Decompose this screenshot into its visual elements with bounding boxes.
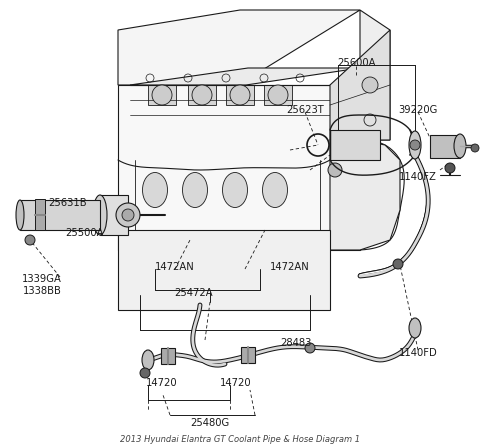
Text: 1339GA: 1339GA: [22, 274, 62, 284]
Bar: [161, 348, 175, 364]
Polygon shape: [100, 195, 128, 235]
Text: 1140FD: 1140FD: [398, 348, 437, 358]
Polygon shape: [330, 30, 390, 140]
Circle shape: [230, 85, 250, 105]
Circle shape: [140, 368, 150, 378]
Polygon shape: [226, 85, 254, 105]
Ellipse shape: [182, 173, 207, 207]
Polygon shape: [118, 85, 360, 250]
Ellipse shape: [93, 195, 107, 235]
Polygon shape: [118, 10, 360, 85]
Polygon shape: [148, 85, 176, 105]
Text: 25600A: 25600A: [337, 58, 375, 68]
Text: 39220G: 39220G: [398, 105, 438, 115]
Ellipse shape: [16, 200, 24, 230]
Ellipse shape: [409, 131, 421, 159]
Ellipse shape: [263, 173, 288, 207]
Ellipse shape: [454, 134, 466, 158]
Circle shape: [268, 85, 288, 105]
Polygon shape: [330, 130, 380, 160]
Text: 14720: 14720: [146, 378, 178, 388]
Circle shape: [25, 235, 35, 245]
Polygon shape: [188, 85, 216, 105]
Bar: [241, 347, 255, 363]
Polygon shape: [330, 140, 400, 250]
Text: 28483: 28483: [280, 338, 312, 348]
Circle shape: [410, 140, 420, 150]
Circle shape: [116, 203, 140, 227]
Circle shape: [393, 259, 403, 269]
Circle shape: [192, 85, 212, 105]
Text: 14720: 14720: [220, 378, 252, 388]
Polygon shape: [430, 135, 460, 158]
Text: 25480G: 25480G: [191, 418, 229, 428]
Text: 1472AN: 1472AN: [155, 262, 195, 272]
Circle shape: [445, 163, 455, 173]
Text: 1140FZ: 1140FZ: [399, 172, 437, 182]
Text: 1338BB: 1338BB: [23, 286, 61, 296]
Text: 1472AN: 1472AN: [270, 262, 310, 272]
Polygon shape: [118, 230, 330, 310]
Ellipse shape: [409, 318, 421, 338]
Polygon shape: [264, 85, 292, 105]
Polygon shape: [20, 200, 100, 230]
Ellipse shape: [142, 350, 154, 370]
Circle shape: [152, 85, 172, 105]
Text: 25623T: 25623T: [286, 105, 324, 115]
Text: 25472A: 25472A: [175, 288, 213, 298]
Bar: [35, 199, 45, 230]
Circle shape: [362, 77, 378, 93]
Text: 2013 Hyundai Elantra GT Coolant Pipe & Hose Diagram 1: 2013 Hyundai Elantra GT Coolant Pipe & H…: [120, 435, 360, 444]
Circle shape: [471, 144, 479, 152]
Polygon shape: [130, 68, 360, 85]
Polygon shape: [360, 10, 390, 140]
Circle shape: [122, 209, 134, 221]
Circle shape: [328, 163, 342, 177]
Text: 25631B: 25631B: [48, 198, 87, 208]
Circle shape: [305, 343, 315, 353]
Ellipse shape: [143, 173, 168, 207]
Ellipse shape: [223, 173, 248, 207]
Text: 25500A: 25500A: [66, 228, 104, 238]
